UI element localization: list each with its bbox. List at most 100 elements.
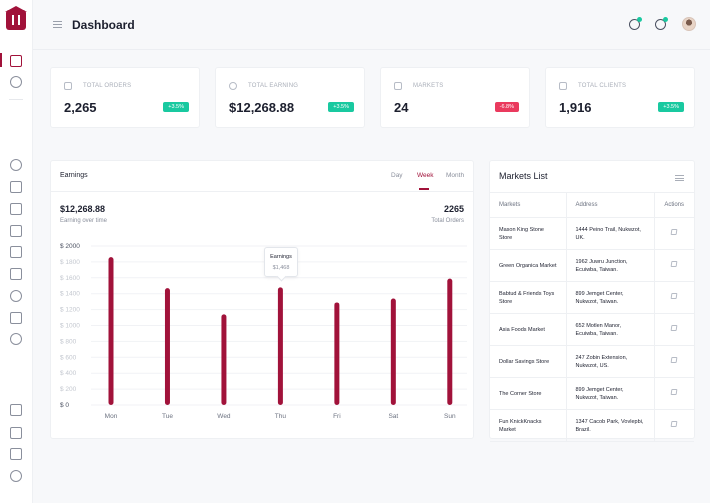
bar-thu[interactable] xyxy=(277,287,283,405)
table-row: Asia Foods Market 652 Motlen Manor, Ecui… xyxy=(490,313,694,346)
tab-week[interactable]: Week xyxy=(417,172,434,179)
credit-card-icon[interactable] xyxy=(10,427,22,439)
y-tick-label: $ 600 xyxy=(60,354,77,361)
edit-icon[interactable] xyxy=(670,261,677,267)
stat-label: TOTAL EARNING xyxy=(248,83,299,89)
edit-icon[interactable] xyxy=(670,421,677,427)
bar-tue[interactable] xyxy=(164,288,170,405)
total-orders-label: Total Orders xyxy=(431,218,464,224)
users-icon[interactable] xyxy=(10,290,22,302)
bar-fri[interactable] xyxy=(334,302,340,405)
earnings-divider xyxy=(51,191,473,192)
markets-list-panel: Markets List Markets Address Actions Mas… xyxy=(489,160,695,442)
y-tick-label: $ 1200 xyxy=(60,307,80,314)
hamburger-icon[interactable] xyxy=(53,21,62,28)
sidebar-active-indicator xyxy=(0,53,2,67)
table-row: Green Organica Market 1962 Juwru Junctio… xyxy=(490,249,694,282)
market-address: 247 Zobin Extension, Nukwzot, US. xyxy=(565,345,654,378)
list-menu-icon[interactable] xyxy=(675,175,684,181)
market-address: 652 Motlen Manor, Ecuiwba, Taiwan. xyxy=(565,313,654,346)
stat-card-markets: MARKETS 24 -6.8% xyxy=(380,67,530,128)
chat-icon[interactable] xyxy=(629,17,642,30)
dollar-icon xyxy=(229,82,237,90)
x-tick-label: Thu xyxy=(275,413,287,420)
edit-icon[interactable] xyxy=(670,357,677,363)
market-address: 1444 Peino Trail, Nukwzot, UK. xyxy=(565,217,654,250)
bar-mon[interactable] xyxy=(108,257,114,405)
sidebar xyxy=(0,0,33,503)
change-badge: -6.8% xyxy=(494,102,519,112)
y-tick-label: $ 1600 xyxy=(60,275,80,282)
x-tick-label: Fri xyxy=(333,413,341,420)
bell-icon[interactable] xyxy=(655,17,668,30)
markets-table: Markets Address Actions Mason King Stone… xyxy=(490,192,694,442)
clipboard-icon[interactable] xyxy=(10,55,22,67)
table-row: Babtud & Friends Toys Store 899 Jemget C… xyxy=(490,281,694,314)
user-icon[interactable] xyxy=(10,448,22,460)
market-name: Fun KnickKnacks Market xyxy=(490,409,566,442)
building-icon[interactable] xyxy=(10,225,22,237)
notification-dot xyxy=(637,17,642,22)
earnings-panel: Earnings Day Week Month $12,268.88 Earni… xyxy=(50,160,474,439)
stat-label: MARKETS xyxy=(413,83,444,89)
y-tick-label: $ 0 xyxy=(60,402,69,409)
market-name: Asia Foods Market xyxy=(490,313,566,346)
x-tick-label: Tue xyxy=(162,413,173,420)
cart-icon xyxy=(64,82,72,90)
stat-value: $12,268.88 xyxy=(229,100,295,115)
market-address: 1962 Juwru Junction, Ecuiwba, Taiwan. xyxy=(565,249,654,282)
edit-icon[interactable] xyxy=(670,389,677,395)
y-tick-label: $ 1000 xyxy=(60,323,80,330)
stat-label: TOTAL CLIENTS xyxy=(578,83,627,89)
y-tick-label: $ 2000 xyxy=(60,243,80,250)
change-badge: +3.5% xyxy=(658,102,684,112)
app-logo[interactable] xyxy=(5,6,27,30)
markets-list-title: Markets List xyxy=(499,171,548,181)
x-tick-label: Sun xyxy=(444,413,456,420)
table-row: The Corner Store 899 Jemget Center, Nukw… xyxy=(490,377,694,410)
market-name: Dollar Savings Store xyxy=(490,345,566,378)
earnings-title: Earnings xyxy=(60,172,88,179)
tooltip-title: Earnings xyxy=(270,254,292,260)
tooltip-value: $1,468 xyxy=(272,265,290,271)
lifebuoy-icon[interactable] xyxy=(10,333,22,345)
stat-value: 1,916 xyxy=(559,100,592,115)
market-address: 899 Jemget Center, Nukwzot, Taiwan. xyxy=(565,377,654,410)
market-name: The Corner Store xyxy=(490,377,566,410)
tab-month[interactable]: Month xyxy=(446,172,465,179)
market-address: 1347 Cacob Park, Vovlepbi, Brazil. xyxy=(565,409,654,442)
avatar[interactable] xyxy=(682,17,696,31)
flag-icon[interactable] xyxy=(10,312,22,324)
table-row: Dollar Savings Store 247 Zobin Extension… xyxy=(490,345,694,378)
bar-sat[interactable] xyxy=(390,298,396,405)
change-badge: +3.5% xyxy=(328,102,354,112)
bar-wed[interactable] xyxy=(221,314,227,405)
column-header-actions: Actions xyxy=(653,192,694,218)
notification-dot xyxy=(663,17,668,22)
heart-icon[interactable] xyxy=(10,76,22,88)
market-name: Babtud & Friends Toys Store xyxy=(490,281,566,314)
sidebar-divider xyxy=(9,99,23,100)
image-icon[interactable] xyxy=(10,404,22,416)
y-tick-label: $ 1800 xyxy=(60,259,80,266)
x-tick-label: Mon xyxy=(105,413,118,420)
total-earning-value: $12,268.88 xyxy=(60,204,106,214)
client-icon xyxy=(559,82,567,90)
target-icon[interactable] xyxy=(10,159,22,171)
edit-icon[interactable] xyxy=(670,293,677,299)
total-orders-value: 2265 xyxy=(443,204,464,214)
edit-icon[interactable] xyxy=(670,325,677,331)
cart-icon[interactable] xyxy=(10,246,22,258)
table-row: Fun KnickKnacks Market 1347 Cacob Park, … xyxy=(490,409,694,442)
tab-day[interactable]: Day xyxy=(391,172,403,179)
store-icon[interactable] xyxy=(10,181,22,193)
bar-sun[interactable] xyxy=(447,278,453,405)
money-icon[interactable] xyxy=(10,268,22,280)
edit-icon[interactable] xyxy=(670,229,677,235)
page-title: Dashboard xyxy=(72,18,135,32)
menu-board-icon[interactable] xyxy=(10,203,22,215)
stat-value: 24 xyxy=(394,100,409,115)
stat-value: 2,265 xyxy=(64,100,97,115)
x-tick-label: Wed xyxy=(217,413,231,420)
settings-icon[interactable] xyxy=(10,470,22,482)
